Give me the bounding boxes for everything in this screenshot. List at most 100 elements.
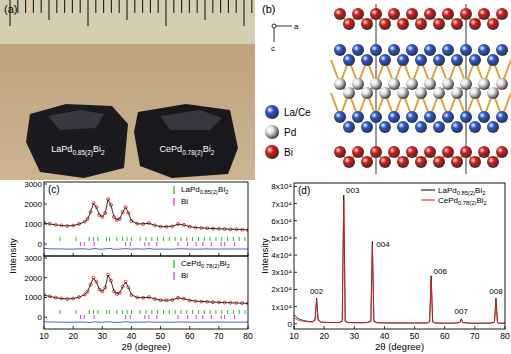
atom (370, 8, 382, 20)
atom (451, 18, 463, 30)
y-tick (294, 255, 297, 256)
legend: LaPd0.85(2)Bi2CePd0.78(2)Bi2 (421, 186, 487, 206)
reflection-tick (140, 237, 141, 241)
x-tick-label: 70 (214, 331, 224, 341)
atom (415, 156, 427, 168)
ruler-tick (80, 0, 81, 13)
text-part: CePd (181, 259, 201, 268)
reflection-tick (89, 237, 90, 241)
atom (451, 156, 463, 168)
legend-atom (265, 125, 279, 139)
x-tick (324, 326, 325, 329)
x-tick-label: 50 (410, 331, 420, 341)
reflection-tick (234, 242, 235, 246)
reflection-tick (221, 237, 222, 241)
atom (469, 54, 481, 66)
x-tick-label: 20 (68, 331, 78, 341)
ruler-tick (25, 0, 26, 13)
data-line (44, 248, 248, 249)
legend: LaPd0.85(2)Bi2Bi (174, 185, 228, 206)
ruler-tick (134, 0, 135, 13)
legend-atom (265, 105, 279, 119)
crystal-facet (160, 110, 222, 130)
atom (388, 44, 400, 56)
reflection-tick (163, 310, 164, 314)
reflection-tick (146, 310, 147, 314)
atom (496, 44, 508, 56)
ruler (0, 0, 255, 44)
reflection-tick (109, 310, 110, 314)
data-line (44, 275, 248, 303)
legend-label: CePd0.78(2)Bi2 (438, 196, 487, 206)
atom (487, 156, 499, 168)
atom (361, 156, 373, 168)
axis-name: c (271, 44, 275, 53)
reflection-tick (146, 237, 147, 241)
text-part: 0.85(2) (72, 149, 93, 157)
x-tick (73, 326, 74, 329)
reflection-tick (106, 237, 107, 241)
x-tick-label: 40 (127, 331, 137, 341)
y-tick (294, 272, 297, 273)
reflection-tick (175, 237, 176, 241)
reflection-tick (140, 310, 141, 314)
atom (370, 44, 382, 56)
atom (379, 121, 391, 133)
reflection-tick (169, 310, 170, 314)
ruler-tick (197, 0, 198, 13)
legend-marker (421, 190, 435, 191)
atom (451, 54, 463, 66)
reflection-tick (202, 315, 203, 319)
ruler-tick (251, 0, 252, 13)
ruler-tick (126, 0, 127, 20)
reflection-tick (180, 310, 181, 314)
legend-label: Bi (284, 147, 293, 158)
reflection-tick (151, 237, 152, 241)
atom (469, 18, 481, 30)
legend-marker (174, 272, 175, 280)
atom (442, 44, 454, 56)
crystal-facet (48, 110, 104, 130)
data-line (294, 200, 505, 323)
atom (361, 54, 373, 66)
reflection-tick (178, 315, 179, 319)
atom (433, 18, 445, 30)
y-tick-label: 6x10⁴ (271, 217, 292, 226)
chart: 01x10⁴2x10⁴3x10⁴4x10⁴5x10⁴6x10⁴7x10⁴8x10… (259, 182, 510, 352)
atom (343, 156, 355, 168)
legend-label: CePd0.78(2)Bi2 (181, 259, 230, 269)
atom (397, 54, 409, 66)
text-part: 0.85(2) (457, 190, 475, 196)
reflection-tick (224, 242, 225, 246)
atom (406, 78, 418, 90)
atom (334, 44, 346, 56)
x-tick (131, 326, 132, 329)
atom (433, 156, 445, 168)
plot-frame (44, 182, 248, 256)
x-tick (102, 326, 103, 329)
figure: (a)LaPd0.85(2)Bi2CePd0.78(2)Bi2(b)acLa/C… (0, 0, 511, 354)
reflection-tick (239, 310, 240, 314)
data-line (44, 321, 248, 323)
atom (352, 78, 364, 90)
reflection-tick (187, 315, 188, 319)
reflection-tick (84, 242, 85, 246)
ruler-tick (165, 0, 166, 26)
legend-label: Bi (181, 197, 188, 206)
text-part: LaPd (181, 185, 200, 194)
text-part: Bi (181, 271, 188, 280)
y-tick-label: 2x10⁴ (271, 285, 292, 294)
y-tick-label: 0 (38, 240, 43, 249)
text-part: CePd (160, 144, 183, 154)
text-part: 2 (484, 200, 487, 206)
reflection-tick (157, 310, 158, 314)
reflection-tick (122, 237, 123, 241)
x-tick-label: 60 (440, 331, 450, 341)
reflection-tick (192, 237, 193, 241)
atom (343, 18, 355, 30)
ruler-tick (228, 0, 229, 13)
atom (442, 8, 454, 20)
reflection-tick (131, 237, 132, 241)
y-tick (294, 289, 297, 290)
reflection-tick (211, 242, 212, 246)
